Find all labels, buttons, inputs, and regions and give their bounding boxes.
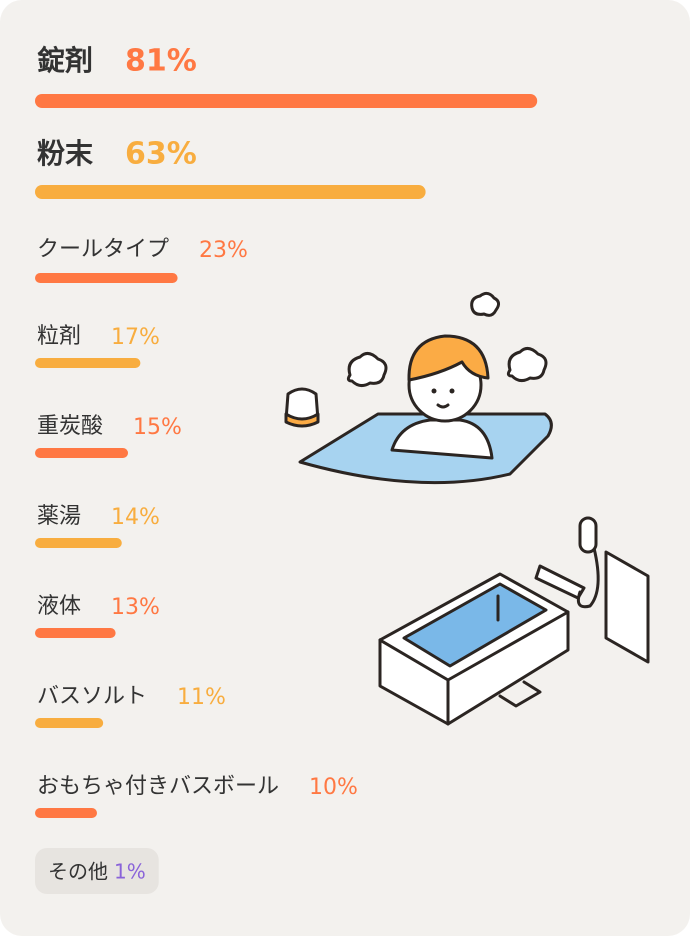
value-label: 15% [133, 415, 182, 440]
category-label: 粒剤 [37, 324, 81, 349]
value-label: 13% [111, 595, 160, 620]
value-label: 81% [125, 44, 197, 79]
value-label: 14% [111, 505, 160, 530]
other-badge [35, 848, 159, 894]
bar [35, 808, 97, 818]
category-label: 粉末 [37, 137, 93, 170]
other-value: 1% [114, 860, 146, 884]
bar [35, 358, 141, 368]
category-label: 薬湯 [37, 504, 81, 529]
value-label: 17% [111, 325, 160, 350]
bar [35, 448, 128, 458]
category-label: 重炭酸 [37, 414, 103, 439]
value-label: 11% [177, 685, 226, 710]
category-label: バスソルト [37, 684, 147, 709]
value-label: 23% [199, 238, 248, 263]
bar [35, 273, 178, 283]
bar [35, 185, 426, 199]
bar [35, 718, 104, 728]
bath-illustration [284, 291, 553, 485]
bar [35, 538, 122, 548]
bathtub-illustration [378, 516, 650, 726]
category-label: 液体 [37, 594, 81, 619]
category-label: おもちゃ付きバスボール [37, 774, 279, 799]
value-label: 10% [309, 775, 358, 800]
bar [35, 628, 116, 638]
value-label: 63% [125, 137, 197, 172]
other-label: その他 [48, 860, 108, 884]
category-label: 錠剤 [37, 44, 93, 77]
category-label: クールタイプ [37, 237, 169, 262]
bar [35, 94, 538, 108]
